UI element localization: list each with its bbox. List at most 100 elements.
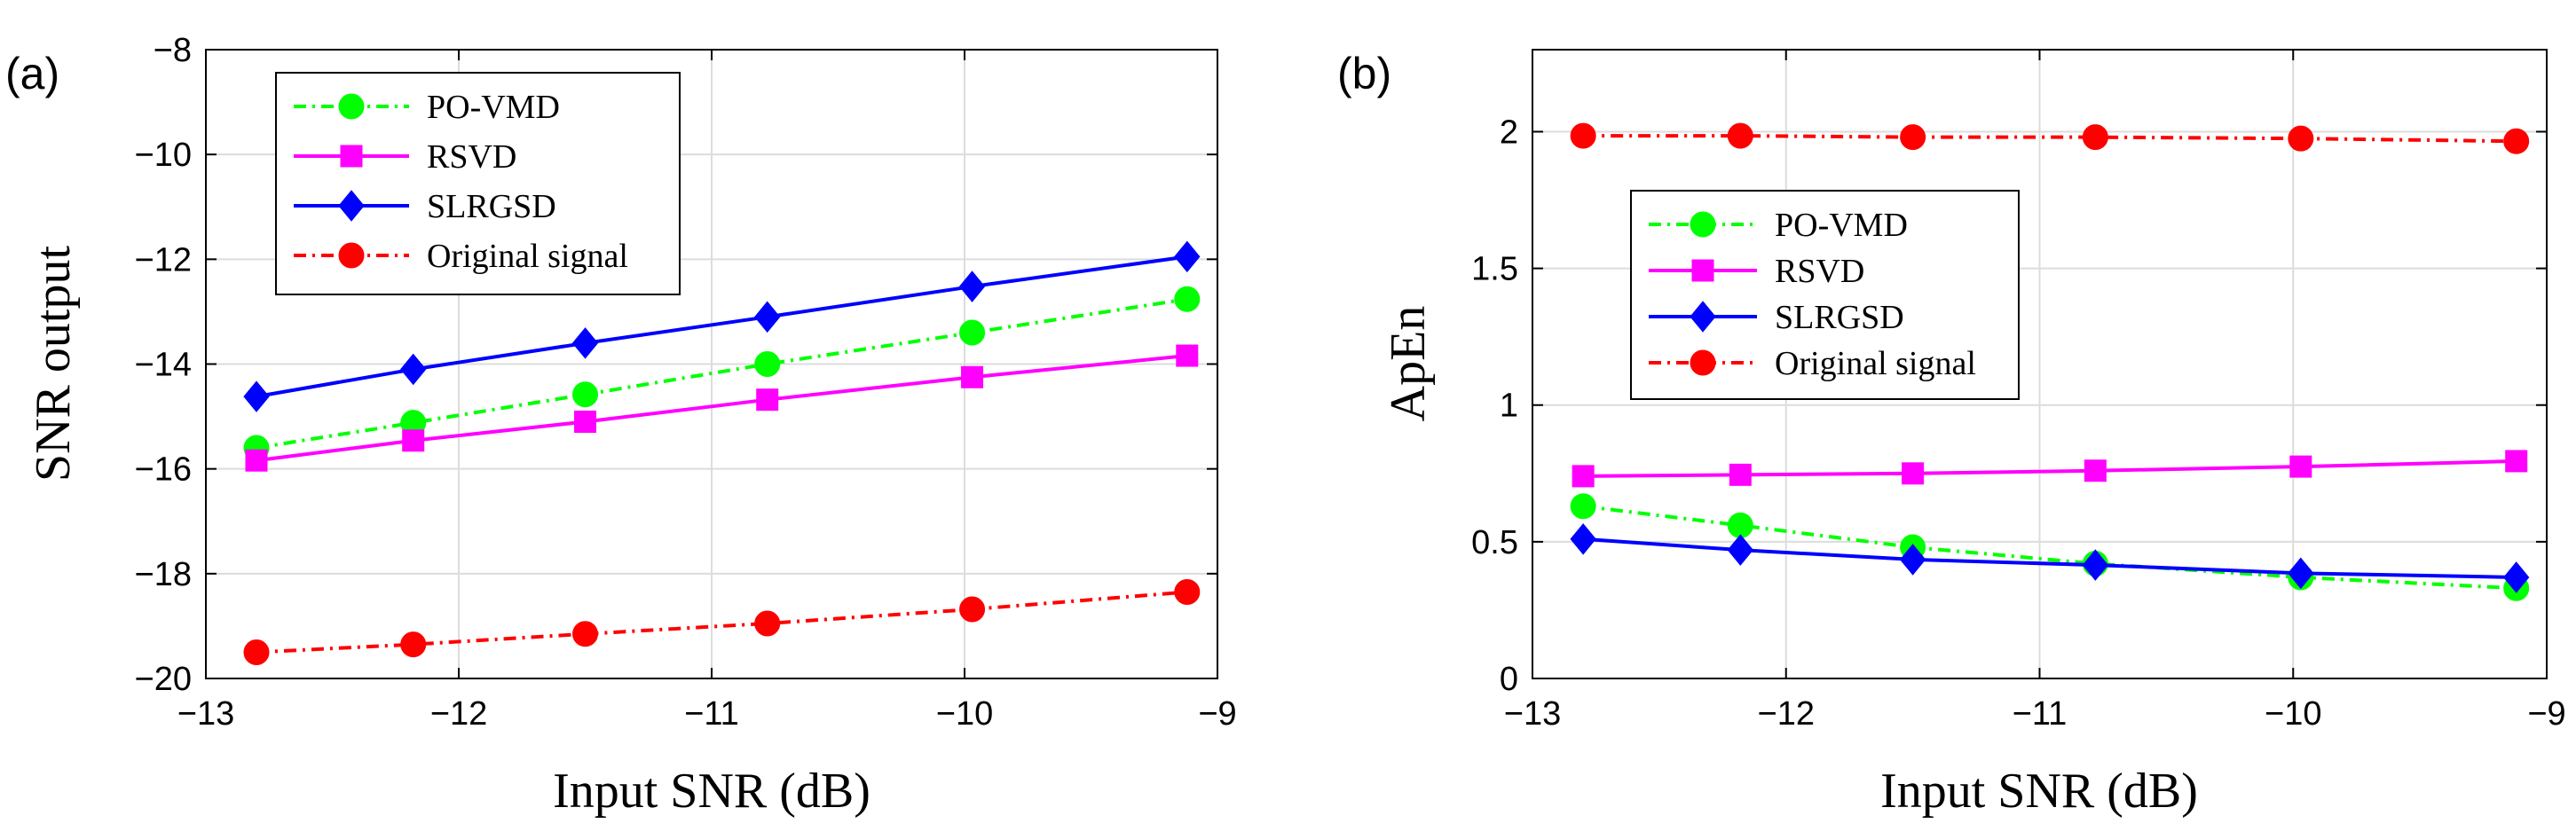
chart2-data-point: [2503, 561, 2530, 593]
chart2-legend-label: PO-VMD: [1775, 207, 1908, 244]
chart1-series-line: [256, 354, 1187, 463]
chart2-legend-marker: [1690, 301, 1716, 333]
chart2-data-point: [1729, 463, 1752, 486]
chart1-x-tick-label: −9: [1198, 695, 1236, 733]
chart1-data-point: [572, 621, 598, 647]
chart1-legend: PO-VMD RSVD SLRGSD Original signal: [275, 72, 681, 295]
chart2-data-point: [1902, 462, 1925, 485]
chart2-data-point: [1727, 122, 1753, 149]
chart1-data-point: [959, 319, 986, 346]
chart2-legend-marker: [1690, 211, 1716, 238]
chart2-series-slrgsd: [1570, 523, 2530, 593]
chart2-data-point: [2288, 557, 2314, 590]
chart1-legend-marker: [340, 145, 363, 168]
chart2-y-tick-label: 1: [1500, 388, 1518, 425]
chart1-y-tick-label: −14: [135, 347, 192, 384]
chart2-panel-label: (b): [1337, 49, 1391, 98]
chart2-series-original-signal: [1570, 122, 2530, 154]
chart1-legend-entry: RSVD: [294, 138, 516, 176]
chart1-legend-entry: SLRGSD: [294, 188, 556, 225]
chart1-y-tick-label: −8: [154, 32, 192, 69]
chart2-series-line: [1583, 537, 2517, 579]
chart1-data-point: [756, 388, 779, 412]
chart1-data-point: [959, 596, 986, 623]
chart1-legend-marker: [338, 93, 365, 120]
chart2-y-tick-label: 2: [1500, 114, 1518, 151]
chart1-x-tick-label: −10: [936, 695, 993, 733]
chart1-y-axis-label: SNR output: [26, 246, 81, 482]
chart1-series-rsvd: [245, 344, 1199, 472]
chart2-series-line: [1582, 504, 2517, 591]
chart1-x-axis-label: Input SNR (dB): [553, 764, 870, 819]
chart1-data-point: [243, 639, 270, 665]
chart2-panel: −13 −12 −11 −10 −9 0 0.5 1 1.5 2 Input SNR (dB) ApE…: [1337, 49, 2566, 819]
chart1-y-tick-label: −12: [135, 241, 192, 278]
chart1-panel: −13 −12 −11 −10 −9 −20 −18 −16 −14 −12 −10 −8 Input …: [5, 32, 1237, 819]
chart2-data-point: [2082, 124, 2108, 151]
chart2-data-point: [1570, 523, 1596, 555]
chart2-y-tick-label: 0.5: [1471, 524, 1518, 561]
chart1-data-point: [400, 631, 427, 658]
chart2-data-point: [2289, 455, 2312, 478]
chart1-legend-marker: [338, 190, 365, 222]
chart2-x-axis-label: Input SNR (dB): [1880, 764, 2198, 819]
chart1-series-original-signal: [243, 579, 1201, 665]
chart1-legend-marker: [338, 242, 365, 269]
chart1-y-tick-label: −16: [135, 451, 192, 489]
chart2-legend-label: SLRGSD: [1775, 299, 1904, 336]
chart1-data-point: [961, 365, 984, 388]
chart2-x-tick-label: −9: [2527, 695, 2565, 733]
chart1-data-point: [1174, 240, 1201, 273]
chart1-x-tick-label: −12: [430, 695, 487, 733]
chart1-data-point: [1174, 286, 1201, 312]
chart2-data-point: [2505, 450, 2528, 473]
chart1-y-tick-label: −10: [135, 137, 192, 174]
chart1-data-point: [402, 429, 425, 452]
chart2-data-point: [2084, 459, 2107, 482]
chart2-legend-entry: Original signal: [1649, 345, 1976, 382]
chart1-data-point: [1176, 344, 1199, 367]
chart1-x-tick-label: −13: [177, 695, 234, 733]
chart1-panel-label: (a): [5, 49, 59, 98]
chart2-data-point: [1570, 493, 1596, 520]
chart1-data-point: [243, 380, 270, 412]
chart1-legend-label: RSVD: [427, 138, 516, 176]
chart2-data-point: [1727, 512, 1753, 538]
chart1-legend-label: SLRGSD: [427, 188, 556, 225]
chart1-data-point: [572, 381, 598, 408]
chart2-series-line: [1583, 134, 2517, 144]
chart1-data-point: [574, 410, 596, 433]
chart2-data-point: [1899, 544, 1926, 576]
chart2-y-tick-label: 0: [1500, 661, 1518, 698]
chart1-data-point: [958, 271, 986, 302]
chart2-legend-label: Original signal: [1775, 345, 1976, 382]
chart1-legend-entry: PO-VMD: [294, 89, 560, 126]
chart1-data-point: [754, 351, 781, 377]
chart2-data-point: [1570, 122, 1596, 149]
chart2-series-rsvd: [1572, 450, 2528, 488]
chart1-data-point: [245, 449, 268, 472]
chart1-data-point: [571, 327, 599, 359]
chart2-data-point: [2082, 549, 2109, 581]
chart2-legend: PO-VMD RSVD SLRGSD Original signal: [1630, 190, 2020, 400]
chart1-data-point: [400, 353, 427, 386]
chart2-legend-entry: SLRGSD: [1649, 299, 1904, 336]
chart2-x-tick-label: −10: [2265, 695, 2321, 733]
chart2-legend-entry: RSVD: [1649, 253, 1864, 290]
chart2-legend-marker: [1690, 349, 1716, 376]
chart2-data-point: [1727, 534, 1753, 566]
chart2-data-point: [1900, 124, 1926, 151]
chart2-legend-entry: PO-VMD: [1649, 207, 1908, 244]
chart1-series-line: [256, 255, 1188, 399]
chart2-data-point: [2503, 128, 2530, 154]
chart2-axes-frame: [1532, 49, 2548, 679]
chart1-y-tick-label: −18: [135, 556, 192, 593]
chart1-series-line: [256, 590, 1187, 655]
chart1-legend-label: PO-VMD: [427, 89, 560, 126]
chart2-legend-marker: [1691, 259, 1714, 282]
chart1-x-tick-label: −11: [684, 695, 739, 733]
chart1-axes-frame: [205, 49, 1218, 679]
chart2-x-tick-label: −12: [1758, 695, 1815, 733]
chart1-legend-label: Original signal: [427, 238, 628, 275]
